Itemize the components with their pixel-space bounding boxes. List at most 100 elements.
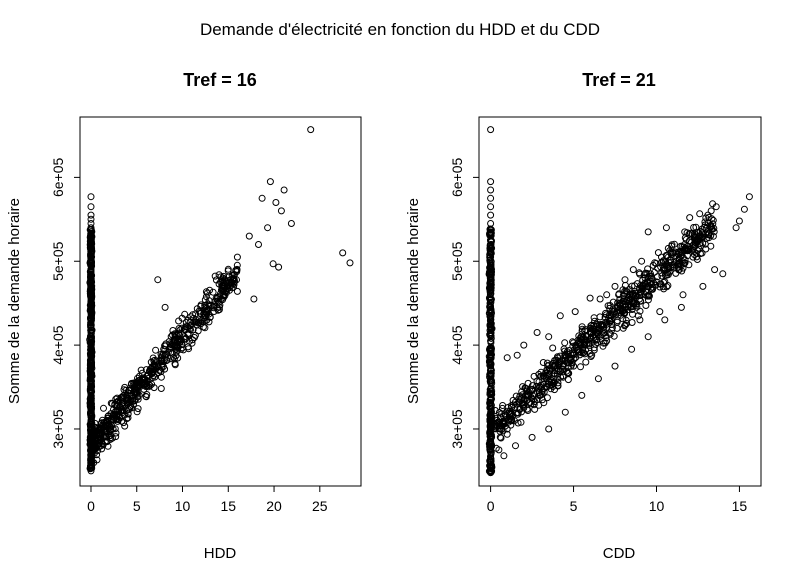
data-point [168,341,176,349]
data-point [269,260,277,268]
data-point [606,330,614,338]
data-point [87,232,95,240]
data-point [487,295,495,303]
data-point [530,372,538,380]
data-point [631,282,639,290]
panel-title: Tref = 16 [183,70,257,90]
data-point [487,186,495,194]
data-point [690,224,698,231]
data-point [87,400,95,408]
data-point [124,414,132,422]
data-point [129,395,137,403]
data-point [549,344,557,352]
data-point [529,392,537,399]
data-point [134,393,142,401]
data-point [487,362,495,370]
data-point [542,375,550,383]
data-point [619,324,627,332]
data-point [662,224,670,232]
data-point [691,240,699,248]
data-point [146,382,154,390]
data-point [487,270,495,278]
data-point [287,220,295,227]
data-point [141,380,149,388]
data-point [619,286,627,294]
data-point [616,309,624,317]
data-point [588,329,596,337]
data-point [570,346,578,354]
data-point [255,241,262,248]
data-point [488,395,495,403]
x-tick-label: 15 [732,498,748,514]
data-point [87,391,95,399]
data-point [653,278,660,286]
data-point [629,266,637,274]
data-point [142,393,150,401]
data-point [514,419,522,427]
data-point [182,319,190,326]
data-point [602,309,609,317]
data-point [233,287,241,295]
data-point [500,419,508,427]
point-layer [485,126,753,477]
data-point [571,308,579,316]
data-point [551,386,558,394]
data-point [647,284,655,292]
data-point [554,382,562,390]
data-point [87,245,95,253]
data-point [487,409,495,416]
data-point [646,272,653,280]
data-point [533,329,541,336]
data-point [628,345,636,353]
data-point [87,266,95,274]
data-point [123,415,131,423]
data-point [569,342,577,350]
data-point [570,355,578,363]
data-point [709,232,717,240]
data-point [487,194,495,202]
data-point [142,366,150,374]
data-point [185,345,193,353]
data-point [233,253,241,261]
data-point [539,359,547,366]
data-point [685,261,693,269]
data-point [513,351,521,359]
data-point [653,273,661,281]
data-point [122,386,130,394]
data-point [719,270,727,278]
data-point [87,417,95,425]
data-point [575,346,583,354]
plot-frame [79,116,362,487]
data-point [605,311,613,319]
data-point [692,223,700,231]
data-point [87,350,95,357]
data-point [87,358,95,366]
data-point [487,211,495,219]
data-point [87,316,95,324]
data-point [105,421,113,429]
data-point [97,427,105,435]
data-point [611,362,619,370]
y-tick-label: 6e+05 [449,158,465,198]
data-point [582,336,590,344]
data-point [591,329,599,336]
data-point [707,207,715,215]
data-point [87,386,95,394]
x-axis-label: CDD [603,545,636,562]
data-point [656,308,664,316]
data-point [528,387,536,395]
data-point [709,216,717,224]
data-point [186,325,194,333]
data-point [487,412,495,420]
data-point [657,280,665,288]
data-point [667,263,675,271]
data-point [536,391,544,399]
data-point [95,440,103,448]
data-point [552,362,560,370]
data-point [689,253,697,261]
x-tick-label: 25 [312,498,328,514]
data-point [605,314,613,322]
data-point [486,433,494,440]
data-point [592,340,600,348]
data-point [170,353,177,361]
